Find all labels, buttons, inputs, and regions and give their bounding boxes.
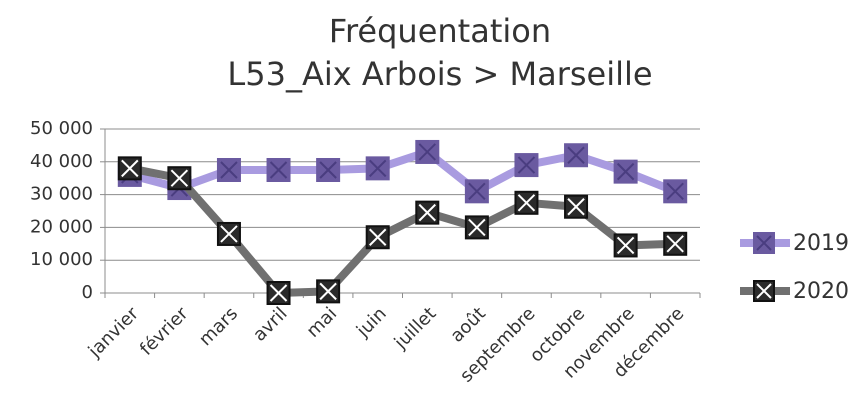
marker-cross — [666, 182, 684, 201]
y-tick-label: 0 — [82, 282, 93, 303]
marker — [613, 233, 638, 258]
marker — [415, 139, 440, 164]
marker — [415, 200, 440, 225]
x-tick-label: août — [446, 303, 489, 346]
legend-entry: 2020 — [740, 279, 849, 304]
marker — [663, 179, 688, 204]
y-tick-label: 20 000 — [30, 216, 93, 237]
legend-label: 2019 — [793, 231, 849, 256]
marker — [316, 279, 341, 304]
x-tick-label: juillet — [390, 303, 441, 354]
marker-cross — [121, 159, 139, 178]
marker-cross — [418, 203, 436, 222]
marker-cross — [616, 162, 635, 181]
series — [117, 139, 688, 204]
marker-cross — [220, 161, 238, 179]
y-tick-label: 50 000 — [30, 118, 93, 139]
x-tick-label: juin — [352, 303, 391, 342]
marker — [117, 156, 142, 181]
y-tick-label: 30 000 — [30, 184, 93, 205]
marker-cross — [468, 218, 486, 237]
y-tick-label: 40 000 — [30, 151, 93, 172]
legend-marker — [753, 232, 775, 254]
marker — [365, 156, 390, 181]
marker-cross — [756, 283, 772, 299]
marker — [564, 194, 589, 219]
marker-cross — [666, 235, 684, 253]
legend-label: 2020 — [793, 279, 849, 304]
marker-cross — [517, 156, 536, 174]
x-tick-label: mars — [195, 303, 242, 350]
legend-marker — [753, 280, 775, 302]
marker — [167, 166, 192, 191]
marker-cross — [616, 236, 635, 255]
marker — [266, 158, 291, 182]
y-tick-label: 10 000 — [30, 249, 93, 270]
series-line — [129, 164, 676, 297]
x-tick-label: mai — [303, 303, 342, 342]
marker-cross — [418, 143, 436, 161]
marker-cross — [567, 198, 585, 216]
marker-cross — [269, 161, 288, 179]
marker — [514, 153, 539, 178]
marker — [216, 221, 241, 246]
x-tick-label: février — [136, 303, 193, 360]
marker — [514, 190, 539, 215]
chart-title: Fréquentation — [329, 12, 551, 50]
marker-cross — [319, 161, 337, 179]
marker — [663, 231, 688, 256]
x-tick-label: avril — [249, 303, 291, 345]
marker — [316, 158, 341, 182]
marker-cross — [517, 194, 536, 212]
marker-cross — [369, 159, 387, 178]
marker-cross — [567, 146, 585, 164]
series — [117, 156, 688, 305]
marker — [613, 159, 638, 184]
marker-cross — [269, 284, 288, 302]
chart-subtitle: L53_Aix Arbois > Marseille — [227, 55, 652, 93]
x-tick-label: janvier — [84, 303, 144, 363]
marker — [464, 215, 489, 240]
marker — [216, 158, 241, 182]
marker-cross — [468, 182, 486, 201]
legend-entry: 2019 — [740, 231, 849, 256]
marker — [266, 281, 291, 305]
marker-cross — [756, 235, 772, 251]
marker-cross — [220, 225, 238, 243]
marker — [464, 179, 489, 204]
marker — [564, 143, 589, 168]
series-line — [128, 147, 677, 196]
marker-cross — [319, 282, 337, 301]
marker-cross — [170, 169, 189, 187]
marker — [365, 225, 390, 250]
marker-cross — [369, 228, 387, 246]
